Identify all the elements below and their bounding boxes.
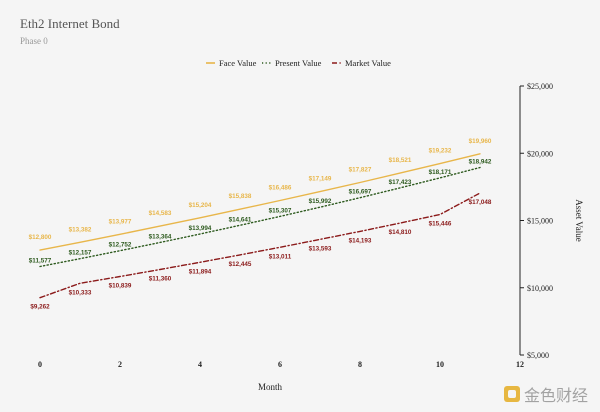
legend-item: Face Value xyxy=(206,58,257,68)
data-label: $14,583 xyxy=(149,210,172,217)
legend-label: Present Value xyxy=(275,58,322,68)
data-label: $10,333 xyxy=(69,289,92,296)
chart-subtitle: Phase 0 xyxy=(20,36,48,46)
data-label: $11,577 xyxy=(29,258,52,265)
x-tick-label: 2 xyxy=(118,360,122,369)
data-label: $14,641 xyxy=(229,216,252,223)
data-label: $18,521 xyxy=(389,157,412,164)
data-label: $15,838 xyxy=(229,193,252,200)
data-label: $17,423 xyxy=(389,179,412,186)
x-tick-label: 8 xyxy=(358,360,362,369)
legend-label: Face Value xyxy=(219,58,257,68)
legend-item: Market Value xyxy=(332,58,391,68)
legend-label: Market Value xyxy=(345,58,391,68)
golden-finance-logo-icon xyxy=(503,386,520,402)
data-label: $15,992 xyxy=(309,198,332,205)
watermark-text: 金色财经 xyxy=(523,386,588,405)
data-label: $11,894 xyxy=(189,268,212,275)
data-label: $10,839 xyxy=(109,282,132,289)
data-label: $19,232 xyxy=(429,148,452,155)
data-label: $14,810 xyxy=(389,229,412,236)
data-label: $19,960 xyxy=(469,138,492,145)
data-label: $16,486 xyxy=(269,185,292,192)
data-label: $13,382 xyxy=(69,226,92,233)
data-label: $14,193 xyxy=(349,237,372,244)
y-tick-label: $25,000 xyxy=(527,82,553,91)
data-label: $16,697 xyxy=(349,189,372,196)
data-label: $18,942 xyxy=(469,158,492,165)
data-label: $13,994 xyxy=(189,225,212,232)
watermark: 金色财经 xyxy=(503,382,588,406)
data-label: $12,752 xyxy=(109,242,132,249)
y-tick-label: $20,000 xyxy=(527,149,553,158)
x-tick-label: 10 xyxy=(436,360,444,369)
data-label: $17,048 xyxy=(469,199,492,206)
y-axis-label: Asset Value xyxy=(574,199,584,242)
data-label: $15,204 xyxy=(189,202,212,209)
data-label: $13,977 xyxy=(109,218,132,225)
data-label: $18,171 xyxy=(429,169,452,176)
data-label: $12,445 xyxy=(229,261,252,268)
data-label: $12,800 xyxy=(29,234,52,241)
data-label: $15,307 xyxy=(269,207,292,214)
y-tick-label: $10,000 xyxy=(527,284,553,293)
data-label: $12,157 xyxy=(69,250,92,257)
data-label: $15,446 xyxy=(429,221,452,228)
plot-area: $12,800 $13,382 $13,977 $14,583 $15,204 $15,8… xyxy=(29,138,492,311)
data-label: $13,593 xyxy=(309,245,332,252)
y-tick-label: $5,000 xyxy=(527,351,549,360)
data-label: $17,149 xyxy=(309,176,332,183)
data-label: $11,360 xyxy=(149,275,172,282)
x-tick-label: 12 xyxy=(516,360,524,369)
data-label: $9,262 xyxy=(30,304,50,311)
x-tick-label: 4 xyxy=(198,360,202,369)
data-label: $13,011 xyxy=(269,253,292,260)
x-tick-label: 6 xyxy=(278,360,282,369)
series-line-face-value xyxy=(39,153,481,251)
data-label: $13,364 xyxy=(149,234,172,241)
series-line-present-value xyxy=(39,166,481,268)
data-label: $17,827 xyxy=(349,166,372,173)
axes: $5,000 $10,000 $15,000 $20,000 $25,000 Asset … xyxy=(38,82,584,392)
y-tick-label: $15,000 xyxy=(527,217,553,226)
legend-item: Present Value xyxy=(262,58,322,68)
x-tick-label: 0 xyxy=(38,360,42,369)
x-axis-label: Month xyxy=(258,382,283,392)
chart-title: Eth2 Internet Bond xyxy=(20,16,120,31)
legend: Face Value Present Value Market Value xyxy=(206,58,391,68)
series-line-market-value xyxy=(39,192,481,299)
